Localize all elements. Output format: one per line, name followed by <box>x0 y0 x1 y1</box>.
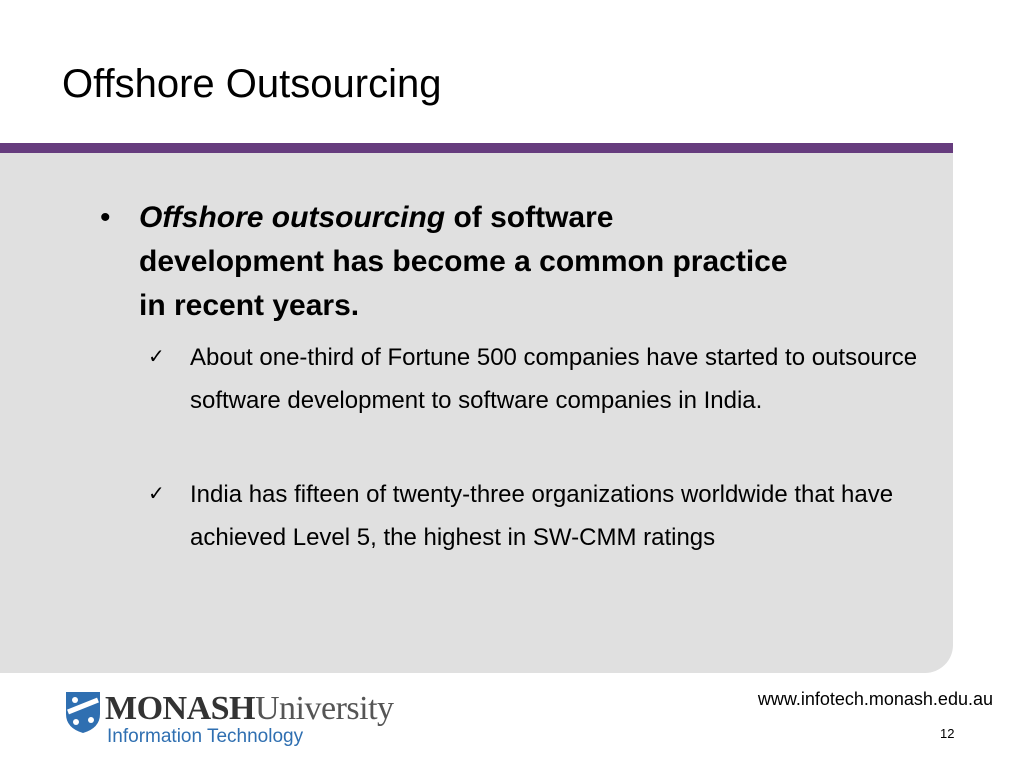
logo-name: MONASH <box>105 690 256 727</box>
sub-bullet: India has fifteen of twenty-three organi… <box>148 473 940 559</box>
bullet: Offshore outsourcing of software develop… <box>100 196 799 328</box>
logo-subtitle: Information Technology <box>107 726 304 747</box>
bullet-emphasis: Offshore outsourcing <box>139 201 446 234</box>
logo-shield <box>66 692 100 733</box>
logo-suffix: University <box>255 690 394 727</box>
page-number: 12 <box>940 726 955 741</box>
footer-url: www.infotech.monash.edu.au <box>757 689 993 709</box>
logo-text: MONASHUniversity <box>105 690 394 728</box>
title-rule <box>0 143 953 153</box>
bullet-text: of software development has become a com… <box>139 201 788 322</box>
slide-title: Offshore Outsourcing <box>62 62 442 106</box>
sub-bullet: About one-third of Fortune 500 companies… <box>148 336 940 422</box>
